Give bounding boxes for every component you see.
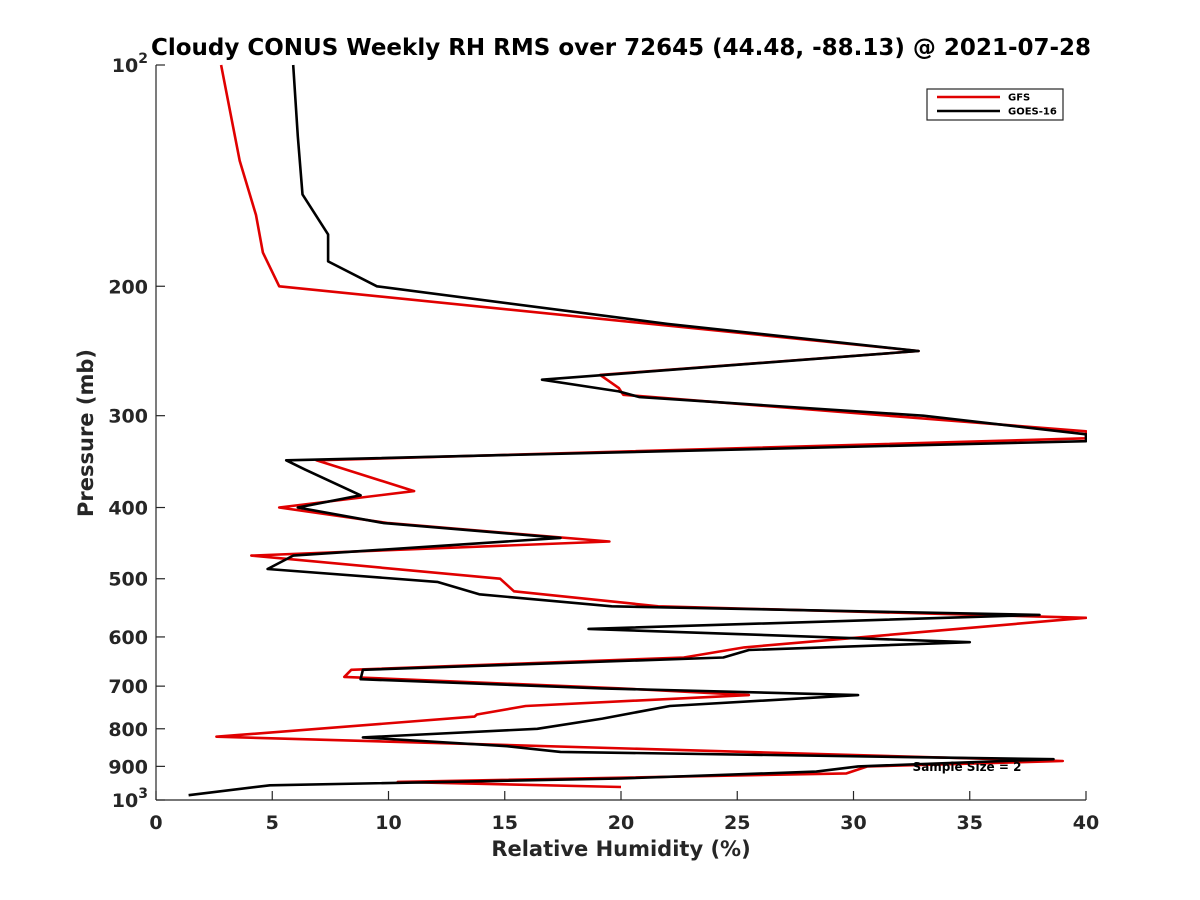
plot-area: 0 5 10 15 20 25 30 35 40 102 200 300 400 500 600 700 80… xyxy=(108,51,1099,834)
sample-size-annotation: Sample Size = 2 xyxy=(913,760,1022,774)
legend-label-goes16: GOES-16 xyxy=(1008,107,1057,118)
x-tick-label: 0 xyxy=(149,812,162,834)
y-tick-label: 103 xyxy=(112,786,148,812)
y-tick-label: 102 xyxy=(112,51,148,77)
legend-label-gfs: GFS xyxy=(1008,93,1030,104)
series-layer xyxy=(188,64,1087,797)
x-axis-label: Relative Humidity (%) xyxy=(491,837,750,861)
series-line-goes16 xyxy=(188,64,1087,797)
x-ticks: 0 5 10 15 20 25 30 35 40 xyxy=(149,791,1099,834)
x-tick-label: 10 xyxy=(375,812,401,834)
x-tick-label: 35 xyxy=(957,812,983,834)
y-tick-label: 700 xyxy=(108,676,148,698)
y-ticks: 102 200 300 400 500 600 700 800 900 103 xyxy=(108,51,165,812)
x-tick-label: 40 xyxy=(1073,812,1099,834)
y-tick-label: 600 xyxy=(108,627,148,649)
x-tick-label: 15 xyxy=(492,812,518,834)
chart-title: Cloudy CONUS Weekly RH RMS over 72645 (4… xyxy=(151,35,1091,61)
y-axis-label: Pressure (mb) xyxy=(74,349,98,517)
y-tick-label: 500 xyxy=(108,569,148,591)
y-tick-label: 200 xyxy=(108,276,148,298)
y-tick-label: 900 xyxy=(108,756,148,778)
x-tick-label: 25 xyxy=(724,812,750,834)
legend: GFS GOES-16 xyxy=(926,88,1064,121)
x-tick-label: 30 xyxy=(840,812,866,834)
y-tick-label: 300 xyxy=(108,406,148,428)
x-tick-label: 5 xyxy=(266,812,279,834)
y-tick-label: 400 xyxy=(108,498,148,520)
y-tick-label: 800 xyxy=(108,719,148,741)
x-tick-label: 20 xyxy=(608,812,634,834)
legend-box xyxy=(926,88,1064,121)
